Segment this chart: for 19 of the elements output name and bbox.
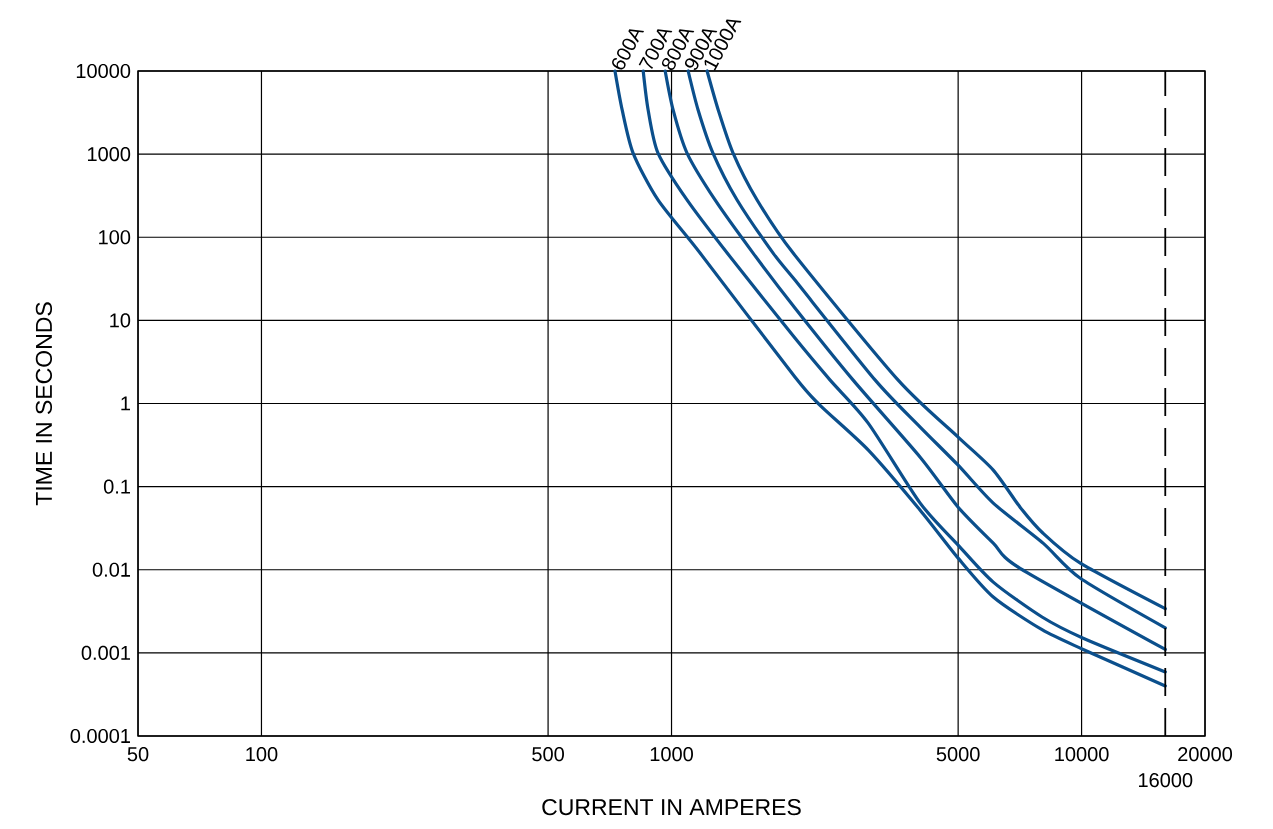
- y-tick-label: 10000: [76, 63, 131, 79]
- x-tick-label: 50: [127, 747, 149, 762]
- y-tick-label: 1: [121, 396, 130, 411]
- y-tick-label: 0.0001: [70, 728, 130, 744]
- ref-line-label: 16000: [1139, 773, 1193, 788]
- y-tick-label: 100: [99, 230, 131, 245]
- y-tick-label: 0.001: [81, 645, 130, 660]
- x-tick-label: 500: [532, 747, 564, 762]
- x-axis-title: CURRENT IN AMPERES: [542, 798, 801, 816]
- x-tick-label: 20000: [1178, 747, 1233, 762]
- y-tick-label: 0.01: [92, 562, 130, 577]
- x-tick-label: 5000: [936, 747, 980, 762]
- x-tick-label: 1000: [650, 747, 693, 762]
- y-tick-label: 10: [110, 313, 131, 328]
- x-tick-label: 10000: [1055, 747, 1109, 762]
- x-tick-label: 100: [246, 747, 278, 762]
- y-axis-title: TIME IN SECONDS: [35, 302, 53, 506]
- y-tick-label: 1000: [88, 147, 131, 162]
- y-tick-label: 0.1: [103, 479, 130, 494]
